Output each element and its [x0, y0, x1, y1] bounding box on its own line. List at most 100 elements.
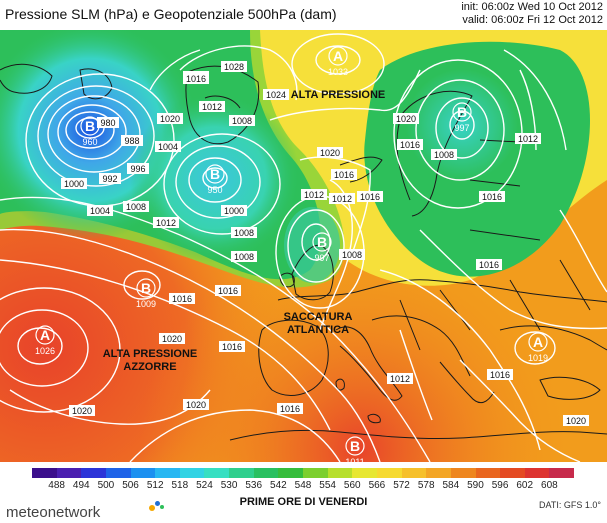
isobar-label: 1016: [357, 191, 383, 202]
color-scale-swatch: [327, 468, 353, 478]
high-center: A 1026: [35, 325, 55, 356]
color-scale-tick: 572: [393, 480, 410, 491]
svg-text:988: 988: [124, 136, 139, 146]
isobar-label: 1008: [231, 251, 257, 262]
color-scale-tick: 518: [171, 480, 189, 491]
color-scale-swatch: [401, 468, 427, 478]
isobar-label: 1020: [183, 399, 209, 410]
color-scale-swatch: [56, 468, 82, 478]
low-center: B 997: [452, 102, 472, 133]
color-scale-tick: 542: [270, 480, 287, 491]
region-annotations: ALTA PRESSIONE SACCATURA ATLANTICA ALTA P…: [103, 89, 386, 373]
svg-text:1033: 1033: [328, 67, 348, 77]
svg-text:A: A: [333, 48, 343, 64]
color-scale-tick: 560: [343, 480, 361, 491]
color-scale-tick: 578: [417, 480, 435, 491]
color-scale-tick: 602: [516, 480, 534, 491]
color-scale-tick: 590: [467, 480, 484, 491]
isobar-label: 1020: [317, 147, 343, 158]
annotation-high-pressure: ALTA PRESSIONE: [291, 89, 386, 101]
isobar-label: 988: [121, 135, 143, 146]
color-scale-tick: 488: [48, 480, 65, 491]
map-title: Pressione SLM (hPa) e Geopotenziale 500h…: [5, 6, 337, 22]
isobar-label: 1008: [431, 149, 457, 160]
svg-text:A: A: [40, 327, 50, 343]
svg-text:996: 996: [130, 164, 145, 174]
color-scale-tick: 554: [319, 480, 336, 491]
color-scale-swatch: [376, 468, 402, 478]
isobar-label: 1000: [61, 178, 87, 189]
isobar-label: 1000: [221, 205, 247, 216]
color-scale-swatch: [155, 468, 180, 478]
color-scale-tick: 584: [442, 480, 460, 491]
svg-text:B: B: [350, 438, 360, 454]
svg-text:1012: 1012: [332, 194, 352, 204]
svg-text:1008: 1008: [234, 252, 254, 262]
color-scale-swatch: [352, 468, 377, 478]
svg-text:1016: 1016: [172, 294, 192, 304]
color-scale-tick: 548: [294, 480, 312, 491]
init-time: init: 06:00z Wed 10 Oct 2012: [461, 1, 603, 13]
weather-map: 980 988 996 992 1000 1004 1008 1012 1016…: [0, 30, 607, 462]
svg-text:1008: 1008: [126, 202, 146, 212]
isobar-label: 1016: [476, 259, 502, 270]
svg-text:1008: 1008: [232, 116, 252, 126]
svg-text:1019: 1019: [528, 353, 548, 363]
svg-text:1024: 1024: [266, 90, 286, 100]
isobar-label: 1012: [387, 373, 413, 384]
isobar-label: 1012: [515, 133, 541, 144]
isobar-label: 1004: [87, 205, 113, 216]
svg-text:B: B: [85, 118, 95, 134]
brand-logo: meteonetwork: [6, 504, 101, 521]
low-center: B 1011: [345, 436, 365, 462]
color-scale-swatch: [303, 468, 328, 478]
isobar-label: 1020: [159, 333, 185, 344]
map-subtitle: PRIME ORE DI VENERDI: [239, 496, 368, 508]
color-scale-swatch: [450, 468, 476, 478]
color-scale-swatch: [475, 468, 501, 478]
color-scale-tick: 500: [97, 480, 115, 491]
isobar-label: 980: [97, 117, 119, 128]
svg-text:1008: 1008: [234, 228, 254, 238]
isobar-label: 1012: [199, 101, 225, 112]
isobar-label: 1012: [153, 217, 179, 228]
color-scale-swatch: [524, 468, 550, 478]
isobar-label: 992: [99, 173, 121, 184]
color-scale-swatch: [500, 468, 525, 478]
svg-text:950: 950: [207, 185, 222, 195]
svg-text:1004: 1004: [90, 206, 110, 216]
low-center: B 997: [312, 232, 332, 263]
svg-text:B: B: [210, 166, 220, 182]
color-scale-swatch: [81, 468, 106, 478]
isobar-label: 1016: [487, 369, 513, 380]
map-header: Pressione SLM (hPa) e Geopotenziale 500h…: [0, 0, 607, 30]
color-scale-tick: 524: [196, 480, 213, 491]
svg-text:1016: 1016: [490, 370, 510, 380]
isobar-label: 1016: [479, 191, 505, 202]
svg-text:1016: 1016: [186, 74, 206, 84]
svg-text:992: 992: [102, 174, 117, 184]
isobar-label: 1016: [169, 293, 195, 304]
isobar-label: 1016: [331, 169, 357, 180]
isobar-label: 1008: [231, 227, 257, 238]
color-scale: [32, 468, 575, 478]
svg-text:B: B: [317, 234, 327, 250]
svg-text:1012: 1012: [156, 218, 176, 228]
color-scale-tick: 506: [122, 480, 139, 491]
isobar-label: 1008: [339, 249, 365, 260]
svg-text:1028: 1028: [224, 62, 244, 72]
svg-text:B: B: [141, 280, 151, 296]
color-scale-swatch: [130, 468, 156, 478]
svg-text:980: 980: [100, 118, 115, 128]
svg-text:1012: 1012: [390, 374, 410, 384]
low-center: B 950: [205, 164, 225, 195]
isobar-label: 1008: [123, 201, 149, 212]
svg-text:1016: 1016: [280, 404, 300, 414]
low-center: B 1009: [136, 278, 156, 309]
svg-text:1009: 1009: [136, 299, 156, 309]
high-center: A 1019: [528, 332, 548, 363]
data-source: DATI: GFS 1.0°: [539, 500, 601, 510]
svg-text:1016: 1016: [479, 260, 499, 270]
svg-text:1008: 1008: [342, 250, 362, 260]
svg-text:1004: 1004: [158, 142, 178, 152]
